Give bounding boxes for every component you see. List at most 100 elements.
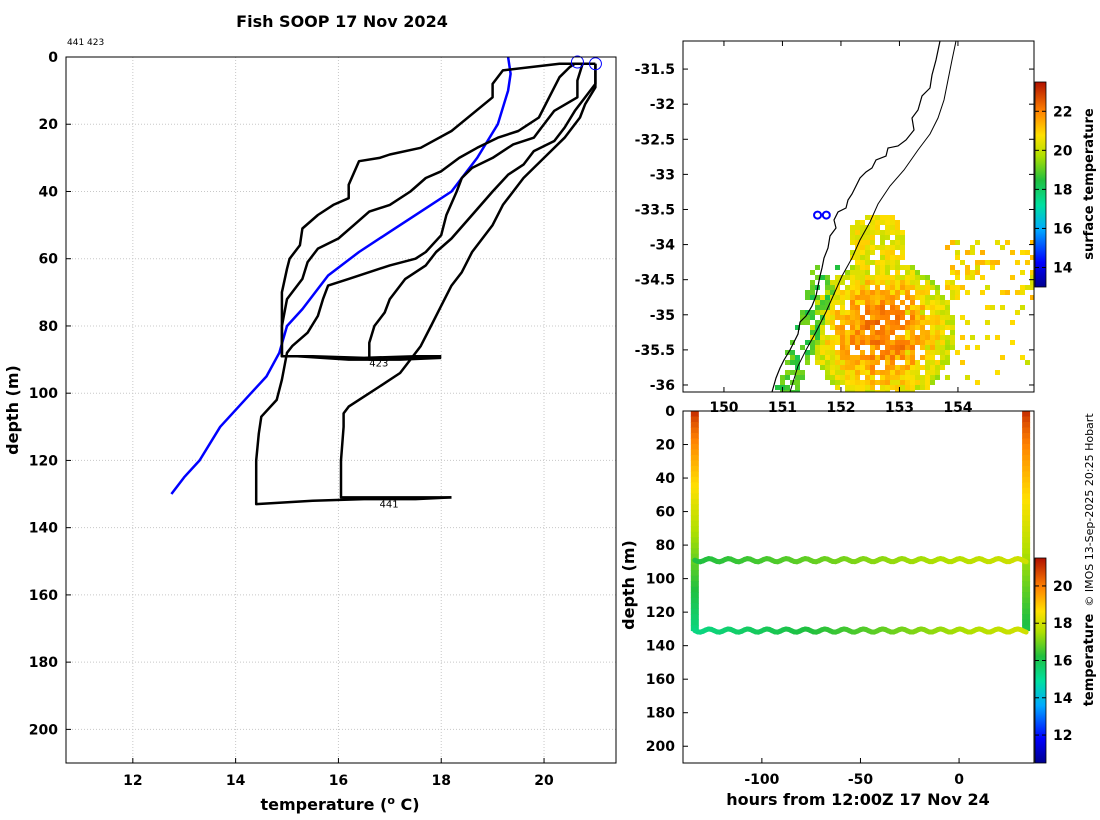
sst-pixel <box>865 235 870 240</box>
sst-pixel <box>875 305 880 310</box>
sst-pixel <box>920 300 925 305</box>
sst-pixel <box>930 365 935 370</box>
sst-pixel <box>910 315 915 320</box>
sst-map-x-tick-label: 153 <box>885 400 914 416</box>
sst-pixel <box>915 340 920 345</box>
sst-pixel <box>815 305 820 310</box>
sst-pixel <box>905 350 910 355</box>
sst-pixel <box>855 325 860 330</box>
sst-pixel <box>910 340 915 345</box>
sst-pixel <box>945 355 950 360</box>
sst-pixel <box>835 275 840 280</box>
sst-pixel <box>910 345 915 350</box>
sst-pixel <box>845 295 850 300</box>
section-vertical-profile-segment <box>1022 570 1031 577</box>
sst-pixel <box>890 285 895 290</box>
sst-pixel <box>940 340 945 345</box>
sst-pixel <box>850 385 855 390</box>
section-vertical-profile-segment <box>690 581 699 588</box>
sst-pixel <box>855 385 860 390</box>
sst-pixel <box>900 345 905 350</box>
sst-colorbar <box>1034 81 1047 288</box>
section-vertical-profile-segment <box>690 476 699 483</box>
sst-pixel <box>830 345 835 350</box>
sst-pixel <box>940 360 945 365</box>
sst-pixel <box>840 320 845 325</box>
sst-pixel <box>950 285 955 290</box>
sst-pixel <box>940 355 945 360</box>
sst-pixel <box>970 270 975 275</box>
sst-pixel <box>835 365 840 370</box>
profile-y-tick-label: 160 <box>29 588 58 604</box>
section-y-tick-label: 140 <box>646 639 675 655</box>
section-track-segment <box>1020 628 1029 635</box>
sst-pixel <box>895 220 900 225</box>
sst-pixel <box>820 305 825 310</box>
sst-pixel <box>830 355 835 360</box>
sst-pixel <box>800 375 805 380</box>
sst-pixel <box>865 380 870 385</box>
sst-pixel <box>885 285 890 290</box>
sst-pixel <box>855 390 860 392</box>
sst-map-y-tick-label: -35 <box>650 308 675 324</box>
sst-pixel <box>805 355 810 360</box>
sst-pixel <box>935 370 940 375</box>
sst-pixel <box>935 350 940 355</box>
sst-pixel <box>870 330 875 335</box>
sst-pixel <box>820 360 825 365</box>
sst-pixel <box>855 305 860 310</box>
sst-pixel <box>975 345 980 350</box>
sst-pixel <box>860 355 865 360</box>
section-vertical-profile-segment <box>1022 416 1031 423</box>
sst-pixel <box>910 295 915 300</box>
sst-pixel <box>840 345 845 350</box>
sst-pixel <box>905 270 910 275</box>
sst-pixel <box>895 340 900 345</box>
sst-map-panel: -31.5 -32 -32.5 -33 -33.5 -34 -34.5 -35 -35.5 -36… <box>635 40 1097 416</box>
sst-pixel <box>830 300 835 305</box>
sst-pixel <box>925 290 930 295</box>
section-vertical-profile-segment <box>1022 411 1031 417</box>
sst-pixel <box>835 310 840 315</box>
sst-pixel <box>865 355 870 360</box>
section-vertical-profile-segment <box>1022 421 1031 428</box>
sst-pixel <box>835 315 840 320</box>
sst-pixel <box>855 250 860 255</box>
sst-pixel <box>860 230 865 235</box>
sst-pixel <box>880 305 885 310</box>
sst-pixel <box>890 230 895 235</box>
sst-pixel <box>870 220 875 225</box>
sst-pixel <box>825 275 830 280</box>
section-vertical-profile-segment <box>1022 498 1031 505</box>
sst-pixel <box>855 245 860 250</box>
sst-pixel <box>865 365 870 370</box>
sst-pixel <box>865 320 870 325</box>
sst-pixel <box>860 265 865 270</box>
section-colorbar-tick-label: 20 <box>1053 579 1073 595</box>
profile-annotation: 423 <box>369 358 388 369</box>
sst-pixel <box>865 245 870 250</box>
sst-pixel <box>915 290 920 295</box>
sst-pixel <box>910 365 915 370</box>
sst-pixel <box>935 290 940 295</box>
sst-pixel <box>930 340 935 345</box>
sst-pixel <box>870 320 875 325</box>
sst-pixel <box>860 350 865 355</box>
section-vertical-profile-segment <box>1022 471 1031 478</box>
sst-pixel <box>955 285 960 290</box>
sst-pixel <box>910 360 915 365</box>
sst-pixel <box>830 335 835 340</box>
sst-pixel <box>935 325 940 330</box>
sst-pixel <box>800 315 805 320</box>
sst-pixel <box>810 270 815 275</box>
sst-pixel <box>865 325 870 330</box>
sst-pixel <box>970 275 975 280</box>
section-vertical-profile-segment <box>690 416 699 423</box>
sst-pixel <box>870 380 875 385</box>
sst-pixel <box>820 295 825 300</box>
sst-pixel <box>825 335 830 340</box>
sst-pixel <box>860 245 865 250</box>
sst-pixel <box>970 245 975 250</box>
sst-pixel <box>960 285 965 290</box>
